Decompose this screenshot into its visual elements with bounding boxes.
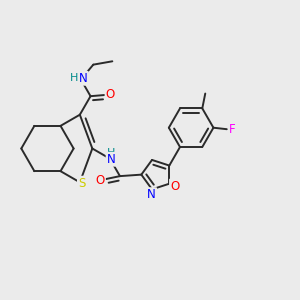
- Text: N: N: [106, 153, 116, 166]
- Text: O: O: [106, 88, 115, 101]
- Text: N: N: [147, 188, 156, 201]
- Text: O: O: [170, 180, 179, 193]
- Text: H: H: [107, 148, 115, 158]
- Text: F: F: [229, 123, 236, 136]
- Text: S: S: [78, 177, 85, 190]
- Text: N: N: [79, 72, 88, 85]
- Text: H: H: [70, 73, 79, 83]
- Text: O: O: [96, 174, 105, 187]
